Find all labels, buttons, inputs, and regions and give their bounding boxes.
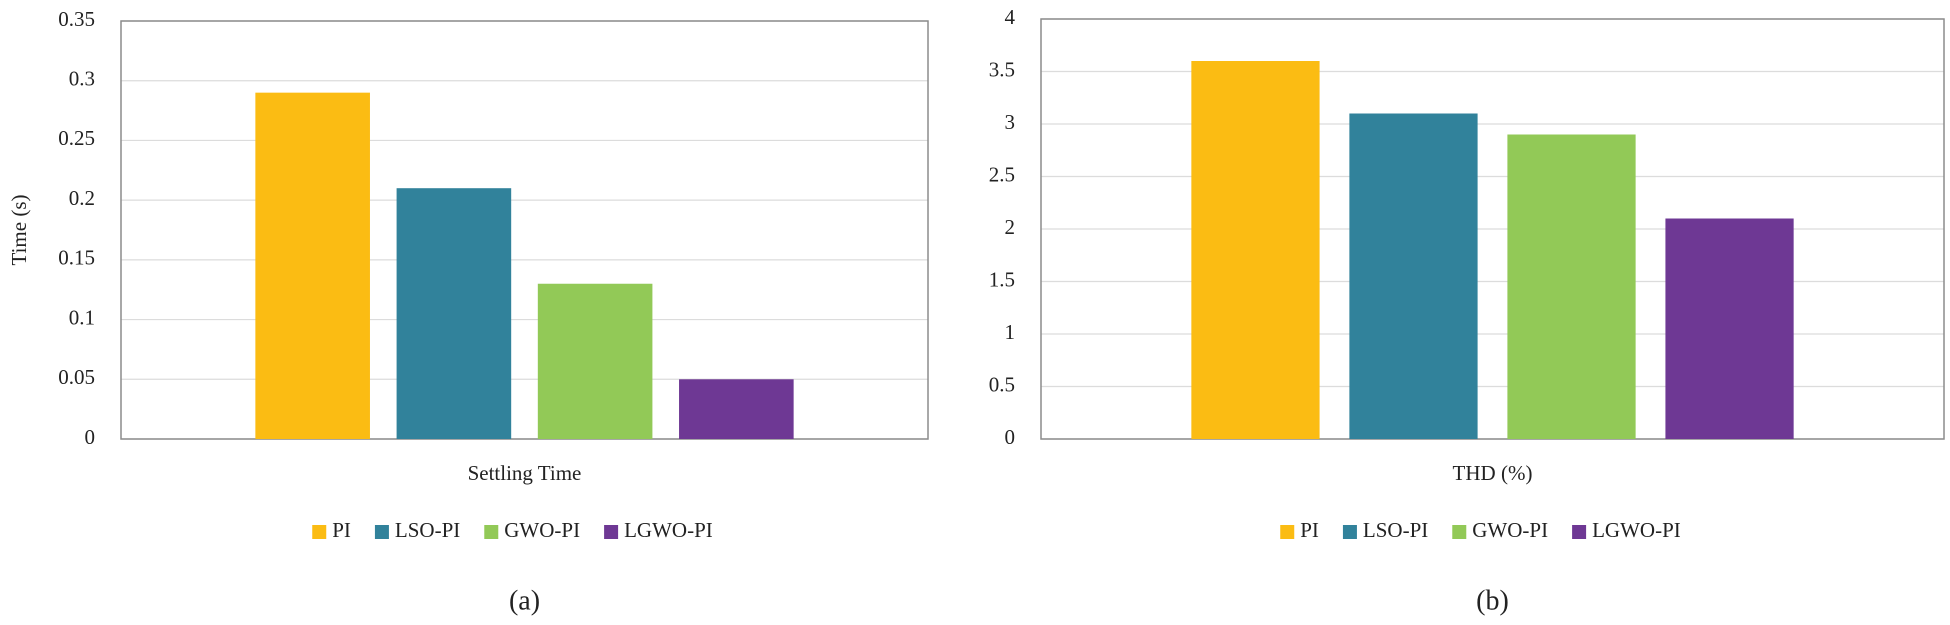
y-tick-label: 2: [1005, 215, 1016, 239]
x-tick-label: Settling Time: [468, 461, 582, 485]
legend-swatch: [312, 525, 327, 539]
bar: [537, 283, 653, 439]
bar: [679, 379, 794, 439]
y-tick-label: 2.5: [989, 162, 1015, 186]
y-tick-label: 0.05: [58, 365, 95, 389]
y-tick-label: 0: [1005, 425, 1016, 449]
y-tick-label: 0: [85, 425, 96, 449]
legend-swatch: [1280, 525, 1295, 539]
legend-label: PI: [1300, 518, 1319, 542]
bar: [396, 188, 512, 439]
legend-swatch: [1572, 525, 1587, 539]
y-tick-label: 3.5: [989, 57, 1015, 81]
legend-label: LSO-PI: [395, 518, 460, 542]
caption: (a): [509, 585, 540, 616]
legend-label: LGWO-PI: [624, 518, 713, 542]
legend-label: GWO-PI: [1472, 518, 1548, 542]
plot-frame: [120, 20, 929, 440]
y-tick-label: 0.2: [69, 186, 95, 210]
y-tick-label: 1: [1005, 320, 1016, 344]
legend-label: LSO-PI: [1363, 518, 1428, 542]
y-tick-label: 0.25: [58, 126, 95, 150]
legend-swatch: [484, 525, 499, 539]
y-tick-label: 3: [1005, 110, 1016, 134]
y-tick-label: 4: [1005, 5, 1016, 29]
legend-swatch: [1452, 525, 1467, 539]
plot-frame: [1040, 18, 1945, 440]
x-tick-label: THD (%): [1453, 461, 1533, 485]
caption: (b): [1476, 585, 1509, 616]
y-tick-label: 1.5: [989, 267, 1015, 291]
bar: [255, 92, 370, 440]
legend-swatch: [604, 525, 619, 539]
y-tick-label: 0.3: [69, 67, 95, 91]
legend-swatch: [374, 525, 389, 539]
y-tick-label: 0.1: [69, 305, 95, 329]
legend-swatch: [1342, 525, 1357, 539]
bar: [1507, 134, 1636, 439]
y-axis-label: Time (s): [7, 195, 31, 266]
y-tick-label: 0.5: [989, 372, 1015, 396]
bar: [1349, 113, 1478, 439]
legend-label: PI: [332, 518, 351, 542]
y-tick-label: 0.15: [58, 246, 95, 270]
y-tick-label: 0.35: [58, 7, 95, 31]
bar: [1191, 61, 1320, 439]
bar: [1665, 218, 1794, 439]
legend-label: GWO-PI: [504, 518, 580, 542]
legend-label: LGWO-PI: [1592, 518, 1681, 542]
